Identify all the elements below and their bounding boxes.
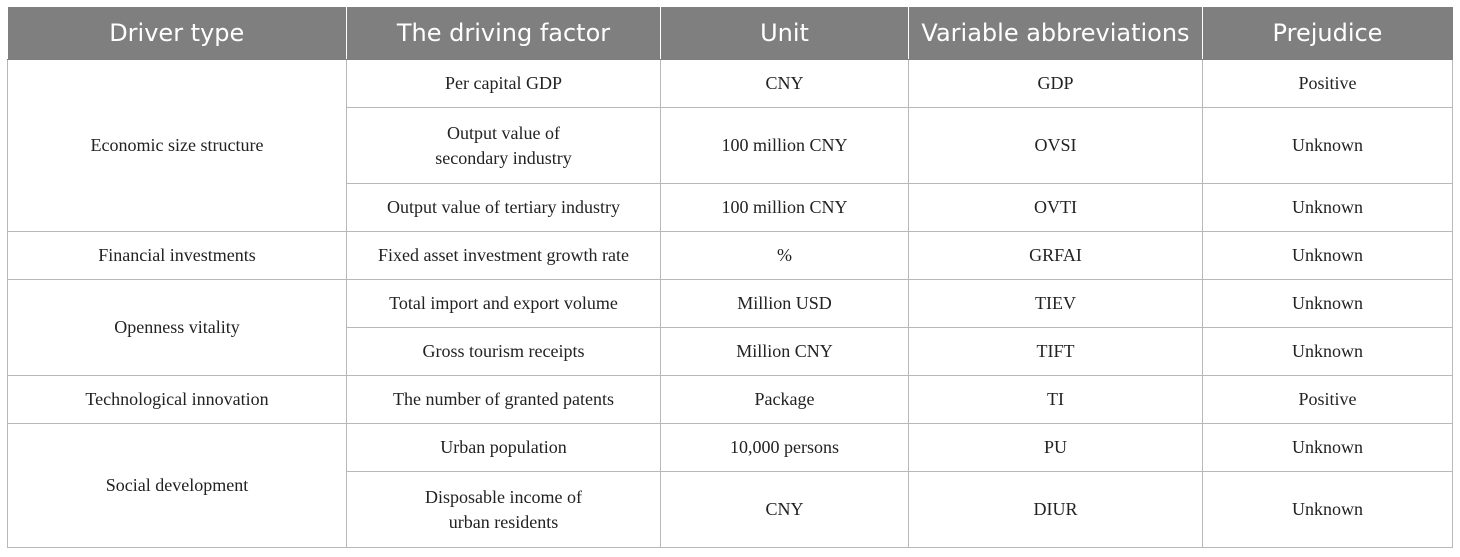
driving-factor-cell: Gross tourism receipts bbox=[346, 327, 661, 376]
driver-type-cell: Financial investments bbox=[7, 231, 347, 280]
variable-abbreviation-cell: GRFAI bbox=[908, 231, 1203, 280]
driving-factor-line: Per capital GDP bbox=[445, 73, 562, 93]
variable-abbreviation-cell: PU bbox=[908, 423, 1203, 472]
table-row: Economic size structure Per capital GDP CN… bbox=[7, 59, 1453, 232]
driver-type-cell: Economic size structure bbox=[7, 59, 347, 232]
prejudice-cell: Unknown bbox=[1202, 471, 1453, 548]
prejudice-cell: Unknown bbox=[1202, 183, 1453, 232]
driving-factor-line: Disposable income of bbox=[425, 486, 582, 507]
driving-factor-line: Urban population bbox=[440, 437, 567, 457]
driving-factor-line: Output value of tertiary industry bbox=[387, 197, 620, 217]
header-driver-type: Driver type bbox=[7, 7, 347, 60]
driving-factor-cell: Output value of tertiary industry bbox=[346, 183, 661, 232]
table-row: Output value of secondary industry 100 mil… bbox=[8, 107, 1453, 184]
driving-factor-line: secondary industry bbox=[435, 147, 572, 168]
table-row: Financial investments Fixed asset investm… bbox=[7, 231, 1453, 280]
prejudice-cell: Positive bbox=[1202, 59, 1453, 108]
unit-cell: Million CNY bbox=[660, 327, 909, 376]
driving-factor-line: Total import and export volume bbox=[389, 293, 618, 313]
header-driving-factor: The driving factor bbox=[346, 7, 661, 60]
variable-abbreviation-cell: TIEV bbox=[908, 279, 1203, 328]
table-row: Disposable income of urban residents CNY DI… bbox=[8, 471, 1453, 548]
driver-type-cell: Openness vitality bbox=[7, 279, 347, 376]
variable-abbreviation-cell: TIFT bbox=[908, 327, 1203, 376]
table-row: Openness vitality Total import and export… bbox=[7, 279, 1453, 376]
table-header: Driver type The driving factor Unit Vari… bbox=[7, 7, 1453, 60]
prejudice-cell: Unknown bbox=[1202, 423, 1453, 472]
unit-cell: Million USD bbox=[660, 279, 909, 328]
unit-cell: CNY bbox=[660, 471, 909, 548]
variable-abbreviation-cell: TI bbox=[908, 375, 1203, 424]
driving-factor-cell: Fixed asset investment growth rate bbox=[346, 231, 661, 280]
unit-cell: % bbox=[660, 231, 909, 280]
driving-factor-cell: Total import and export volume bbox=[346, 279, 661, 328]
driving-factor-line: urban residents bbox=[448, 511, 559, 532]
driving-factor-line: Gross tourism receipts bbox=[422, 341, 585, 361]
variable-abbreviation-cell: OVSI bbox=[908, 107, 1203, 184]
variable-abbreviation-cell: GDP bbox=[908, 59, 1203, 108]
table-row: Social development Urban population 10,000… bbox=[7, 423, 1453, 548]
prejudice-cell: Positive bbox=[1202, 375, 1453, 424]
prejudice-cell: Unknown bbox=[1202, 327, 1453, 376]
header-unit: Unit bbox=[660, 7, 909, 60]
driving-factor-line: Fixed asset investment growth rate bbox=[378, 245, 629, 265]
variable-abbreviation-cell: DIUR bbox=[908, 471, 1203, 548]
unit-cell: 10,000 persons bbox=[660, 423, 909, 472]
driving-factor-cell: Per capital GDP bbox=[346, 59, 661, 108]
table-row: Technological innovation The number of gr… bbox=[7, 375, 1453, 424]
unit-cell: CNY bbox=[660, 59, 909, 108]
table-row: Output value of tertiary industry 100 mil… bbox=[8, 183, 1453, 232]
driver-type-cell: Social development bbox=[7, 423, 347, 548]
unit-cell: 100 million CNY bbox=[660, 107, 909, 184]
header-prejudice: Prejudice bbox=[1202, 7, 1453, 60]
driving-factor-cell: Disposable income of urban residents bbox=[346, 471, 661, 548]
variable-abbreviation-cell: OVTI bbox=[908, 183, 1203, 232]
driving-factor-cell: The number of granted patents bbox=[346, 375, 661, 424]
prejudice-cell: Unknown bbox=[1202, 279, 1453, 328]
table-body: Economic size structure Per capital GDP CN… bbox=[7, 59, 1453, 548]
driving-factors-table: Driver type The driving factor Unit Vari… bbox=[7, 7, 1453, 548]
header-row: Driver type The driving factor Unit Vari… bbox=[7, 7, 1453, 60]
driving-factor-cell: Output value of secondary industry bbox=[346, 107, 661, 184]
prejudice-cell: Unknown bbox=[1202, 231, 1453, 280]
driving-factor-cell: Urban population bbox=[346, 423, 661, 472]
prejudice-cell: Unknown bbox=[1202, 107, 1453, 184]
driver-type-cell: Technological innovation bbox=[7, 375, 347, 424]
driving-factor-line: The number of granted patents bbox=[393, 389, 614, 409]
unit-cell: Package bbox=[660, 375, 909, 424]
header-variable-abbreviations: Variable abbreviations bbox=[908, 7, 1203, 60]
driving-factor-line: Output value of bbox=[447, 122, 560, 143]
unit-cell: 100 million CNY bbox=[660, 183, 909, 232]
